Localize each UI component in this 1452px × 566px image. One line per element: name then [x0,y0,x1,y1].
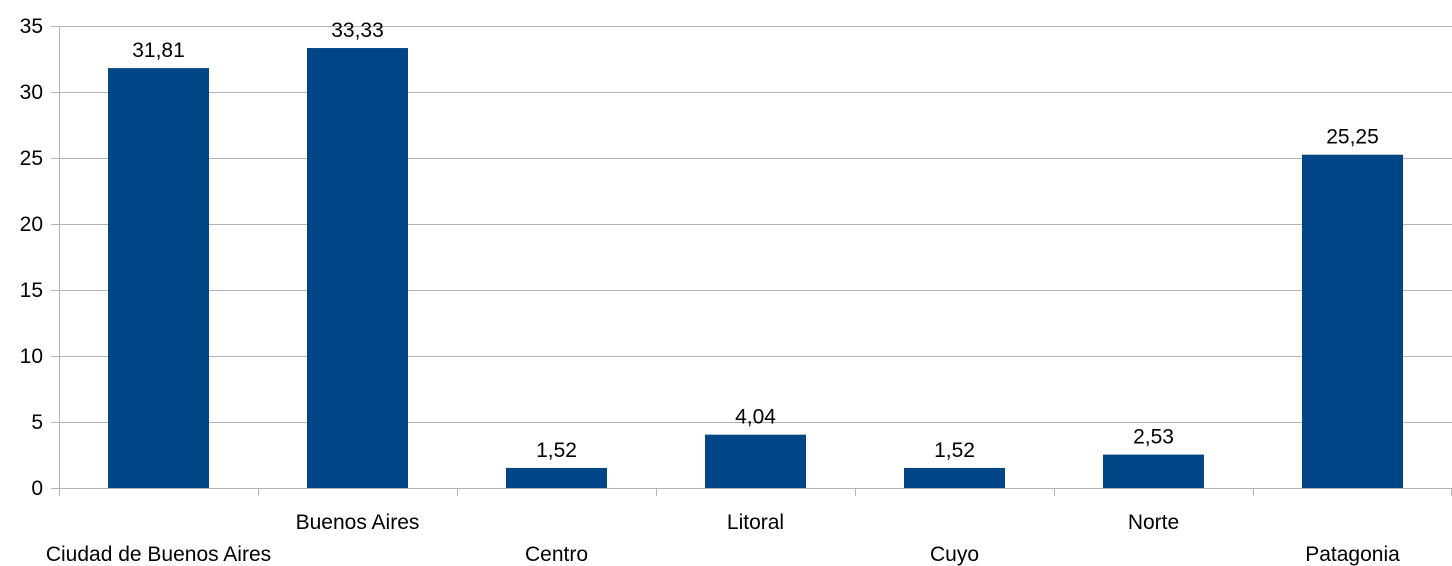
y-tick-label: 25 [20,147,43,170]
y-tick-label: 35 [20,15,43,38]
y-tick-label: 20 [20,213,43,236]
category-label: Ciudad de Buenos Aires [46,543,271,566]
y-tick-label: 0 [31,477,43,500]
bars [108,48,1403,488]
labels: 0 5 10 15 20 25 30 35 31,81 Ciudad de Buenos Aire… [20,15,1400,566]
bar [904,467,1005,488]
bar [705,434,806,488]
bar [506,467,607,488]
grid-layer [59,26,1452,423]
data-label: 31,81 [132,39,185,62]
y-tick-label: 10 [20,345,43,368]
category-label: Patagonia [1305,543,1400,566]
data-label: 25,25 [1326,126,1379,149]
bar [1103,454,1204,488]
y-tick-label: 30 [20,81,43,104]
y-tick-label: 5 [31,411,43,434]
bar [1302,154,1403,488]
bar [307,48,408,488]
category-label: Buenos Aires [296,511,420,534]
axes [51,26,1452,496]
data-label: 1,52 [536,439,577,462]
data-label: 4,04 [735,406,776,429]
category-label: Norte [1128,511,1179,534]
category-label: Cuyo [930,543,979,566]
bar [108,68,209,488]
category-label: Litoral [727,511,784,534]
data-label: 33,33 [331,19,384,42]
data-label: 1,52 [934,439,975,462]
category-label: Centro [525,543,588,566]
y-tick-label: 15 [20,279,43,302]
data-label: 2,53 [1133,426,1174,449]
